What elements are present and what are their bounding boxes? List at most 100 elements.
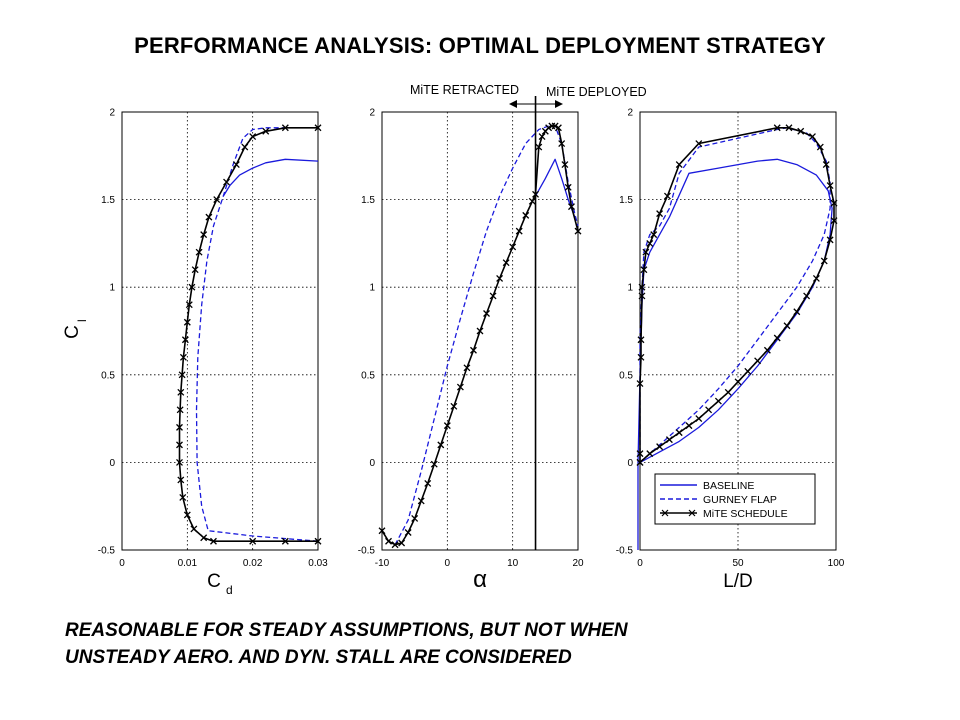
data-point-mite (637, 336, 645, 344)
data-point-mite (637, 353, 645, 361)
x-tick-label: -10 (375, 558, 390, 569)
y-axis-label-text: C (62, 325, 83, 339)
data-point-mite (685, 422, 693, 430)
data-point-mite (642, 248, 650, 256)
data-point-mite (424, 479, 432, 487)
data-point-mite (636, 450, 644, 458)
data-point-mite (195, 248, 203, 256)
y-tick-label: 0 (369, 458, 375, 469)
data-point-mite (411, 515, 419, 522)
data-point-mite (816, 143, 824, 151)
data-point-mite (314, 537, 322, 545)
data-point-mite (830, 217, 838, 225)
x-tick-label: 0.01 (178, 558, 198, 569)
mite-annotation-layer: MiTE RETRACTED MiTE DEPLOYED (410, 83, 647, 550)
data-point-mite (793, 308, 801, 316)
y-tick-label: 1.5 (101, 195, 115, 206)
data-point-mite (812, 274, 820, 282)
data-point-mite (522, 211, 530, 219)
data-point-mite (213, 196, 221, 204)
data-point-mite (675, 429, 683, 437)
data-point-mite (456, 383, 464, 391)
data-point-mite (638, 283, 646, 291)
data-point-mite (176, 441, 183, 449)
caption-note: REASONABLE FOR STEADY ASSUMPTIONS, BUT N… (65, 617, 895, 671)
y-tick-label: 0.5 (619, 370, 633, 381)
x-tick-label: 0.03 (308, 558, 328, 569)
data-point-mite (826, 236, 834, 244)
series-line-baseline (637, 158, 833, 550)
x-tick-label: 0.02 (243, 558, 263, 569)
x-axis-label: L/D (723, 571, 753, 592)
panel-cl-vs-alpha: -0.5 0 0.5 1 1.5 2 -10 0 10 20 α (358, 108, 584, 594)
data-point-mite (675, 161, 683, 169)
data-point-mite (200, 231, 208, 239)
y-tick-label: -0.5 (616, 546, 634, 557)
series-line-mite-schedule (178, 127, 318, 542)
data-point-mite (179, 353, 187, 361)
legend-marker (688, 509, 696, 517)
data-point-mite (176, 458, 183, 466)
data-point-mite (830, 199, 838, 207)
label-mite-deployed: MiTE DEPLOYED (546, 85, 647, 99)
y-tick-label: 0 (627, 458, 633, 469)
data-point-mite (249, 537, 257, 545)
legend-entry-label: GURNEY FLAP (703, 494, 777, 506)
data-point-mite (656, 210, 664, 218)
series-line-gurney-flap (394, 125, 579, 546)
data-point-mite (561, 161, 569, 169)
x-tick-label: 10 (507, 558, 519, 569)
data-point-mite (538, 133, 546, 140)
data-point-mite (809, 133, 816, 140)
data-point-mite (535, 143, 543, 151)
data-point-mite (665, 436, 673, 444)
data-point-mite (223, 178, 230, 186)
y-tick-label: 1.5 (619, 195, 633, 206)
data-point-mite (179, 493, 187, 501)
y-axis-label: Cl (62, 319, 89, 339)
data-point-mite (515, 227, 523, 235)
data-point-mite (177, 388, 185, 396)
data-point-mite (398, 539, 406, 547)
data-point-mite (545, 124, 553, 132)
data-point-mite (178, 371, 186, 379)
plot-frame (381, 111, 579, 551)
plot-frame (121, 111, 319, 551)
data-point-mite (528, 197, 536, 205)
data-point-mite (568, 203, 575, 211)
label-mite-retracted: MiTE RETRACTED (410, 83, 519, 97)
data-point-mite (191, 266, 199, 274)
data-point-mite (281, 537, 289, 545)
data-point-mite (281, 124, 289, 132)
data-point-mite (763, 346, 771, 354)
y-tick-label: 1 (369, 283, 375, 294)
data-point-mite (826, 182, 834, 190)
data-point-mite (417, 497, 425, 505)
legend: BASELINE GURNEY FLAP MiTE SCHEDULE (654, 473, 816, 525)
panel-cl-vs-cd: -0.500.511.520 0.01 0.02 0.03C dCl (62, 108, 328, 598)
data-point-mite (551, 122, 559, 130)
data-point-mite (262, 127, 270, 135)
data-point-mite (463, 364, 471, 372)
data-point-mite (314, 124, 322, 132)
series-line-gurney-flap (195, 127, 319, 542)
data-point-mite (646, 450, 654, 458)
data-point-mite (638, 292, 646, 300)
data-point-mite (773, 124, 781, 132)
data-point-mite (803, 292, 811, 300)
data-point-mite (437, 441, 445, 449)
data-point-mite (558, 140, 566, 147)
data-point-mite (714, 397, 722, 405)
data-point-mite (177, 476, 185, 484)
data-point-mite (470, 346, 477, 354)
data-point-mite (636, 458, 644, 466)
data-point-mite (232, 161, 240, 169)
data-point-mite (783, 322, 791, 330)
y-tick-label: 2 (627, 108, 633, 119)
data-point-mite (797, 127, 805, 135)
data-point-mite (496, 274, 504, 282)
data-point-mite (509, 243, 517, 251)
data-point-mite (574, 227, 582, 235)
data-point-mite (404, 529, 412, 536)
